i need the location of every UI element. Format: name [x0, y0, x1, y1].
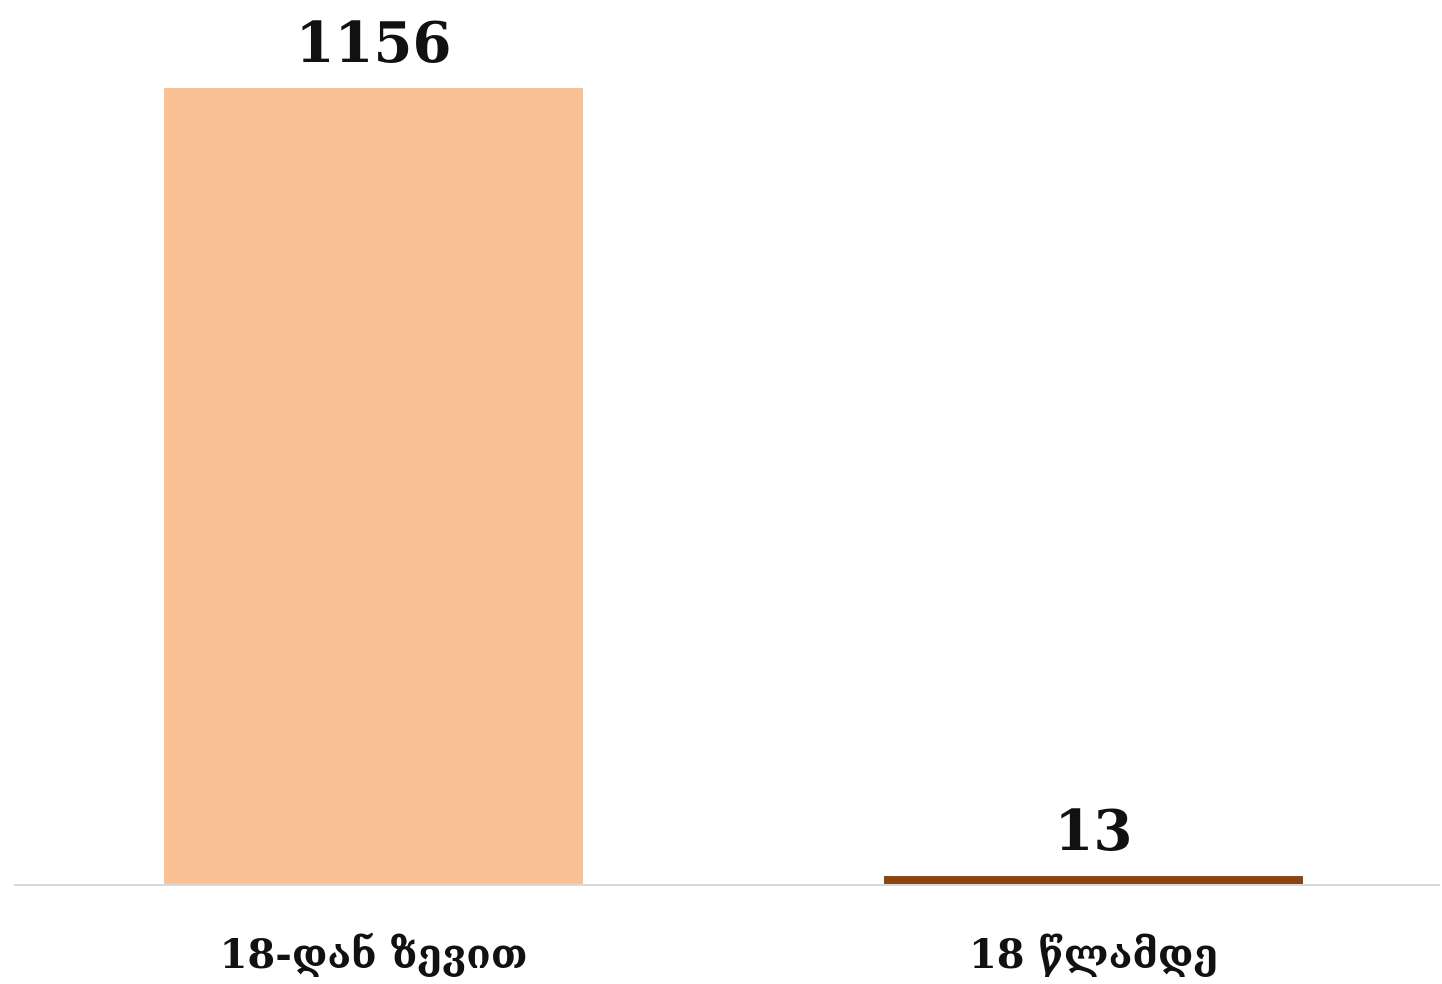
bars-group [164, 88, 1303, 885]
category-label-2: 18 წლამდე [969, 931, 1218, 978]
category-label-1: 18-დან ზევით [220, 931, 528, 978]
bar-2 [884, 876, 1303, 885]
bar-1 [164, 88, 583, 885]
data-label-1: 1156 [296, 10, 452, 76]
category-labels-group: 18-დან ზევით 18 წლამდე [220, 931, 1218, 978]
value-labels-group: 1156 13 [296, 10, 1133, 864]
data-label-2: 13 [1055, 798, 1133, 864]
